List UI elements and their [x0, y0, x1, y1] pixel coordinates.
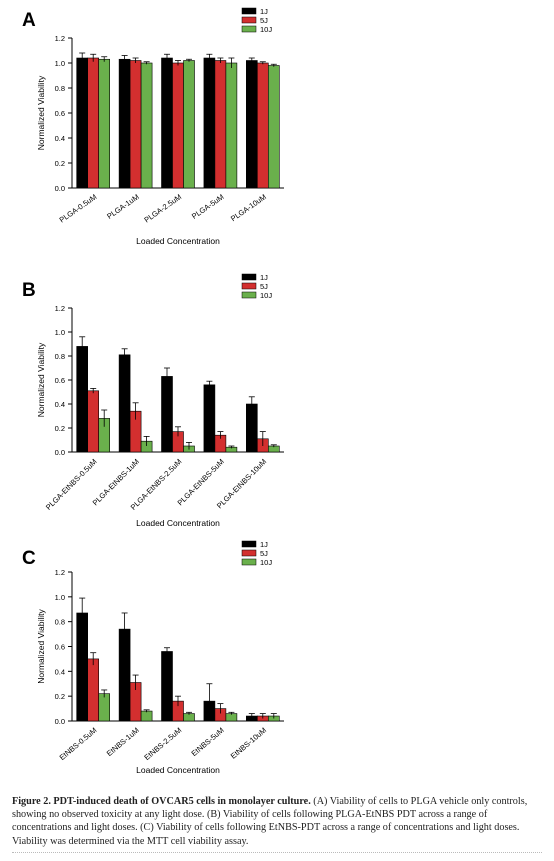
- bar-1J-5: [246, 60, 258, 189]
- bar-5J-5: [256, 62, 269, 189]
- y-tick-label: 0.4: [55, 400, 65, 409]
- bar-1J-4: [203, 57, 216, 189]
- x-tick-label: EtNBS-2.5uM: [142, 726, 183, 762]
- panel-label: B: [22, 280, 36, 301]
- chart-a: A 0.0 0.2 0.4 0.6 0.8 1.0 1.2 Normalized Viabili…: [22, 7, 284, 246]
- legend-swatch-5J: [241, 549, 257, 557]
- bar-10J-1: [98, 693, 110, 722]
- bar-5J-1: [87, 658, 99, 722]
- chart-b: B 0.0 0.2 0.4 0.6 0.8 1.0 1.2 Normalized Viabili…: [22, 273, 284, 528]
- legend-swatch-1J: [241, 540, 257, 548]
- bar-1J-5: [246, 403, 258, 453]
- x-tick-label: EtNBS-0.5uM: [58, 726, 99, 762]
- bar-10J-2: [140, 710, 153, 722]
- bar-1J-2: [118, 354, 131, 453]
- legend-swatch-10J: [241, 558, 257, 566]
- bar-10J-3: [183, 60, 195, 189]
- y-tick-label: 0.2: [55, 424, 65, 433]
- legend-swatch-10J: [241, 291, 257, 299]
- caption-body: (A) Viability of cells to PLGA vehicle o…: [12, 796, 528, 847]
- y-tick-label: 0.8: [55, 618, 65, 627]
- y-tick-label: 0.2: [55, 159, 65, 168]
- legend-label-1J: 1J: [260, 273, 268, 282]
- bar-10J-2: [140, 62, 153, 189]
- x-tick-label: EtNBS-5uM: [190, 726, 226, 758]
- bar-1J-3: [161, 57, 173, 189]
- y-tick-label: 1.2: [55, 304, 65, 313]
- x-tick-label: PLGA-5uM: [190, 192, 226, 221]
- y-tick-label: 1.0: [55, 328, 65, 337]
- bar-1J-4: [203, 384, 216, 453]
- legend-label-5J: 5J: [260, 16, 268, 25]
- legend-swatch-1J: [241, 7, 257, 15]
- panel-a: A 0.0 0.2 0.4 0.6 0.8 1.0 1.2 Normalized Viabili…: [0, 0, 554, 262]
- bar-5J-3: [172, 62, 184, 189]
- y-tick-label: 0.0: [55, 184, 65, 193]
- legend-label-10J: 10J: [260, 558, 272, 567]
- y-tick-label: 0.0: [55, 717, 65, 726]
- y-tick-label: 0.0: [55, 448, 65, 457]
- bar-5J-4: [214, 60, 227, 189]
- bar-5J-1: [87, 57, 99, 189]
- bar-10J-5: [267, 65, 280, 189]
- bar-1J-3: [161, 376, 173, 453]
- bar-10J-1: [98, 58, 110, 189]
- bar-1J-1: [76, 346, 88, 453]
- panel-b: B 0.0 0.2 0.4 0.6 0.8 1.0 1.2 Normalized Viabili…: [0, 262, 554, 534]
- bar-1J-1: [76, 57, 88, 189]
- x-axis-label: Loaded Concentration: [136, 518, 220, 528]
- y-tick-label: 0.8: [55, 84, 65, 93]
- legend-label-5J: 5J: [260, 282, 268, 291]
- legend-label-10J: 10J: [260, 291, 272, 300]
- legend-swatch-5J: [241, 16, 257, 24]
- y-tick-label: 0.8: [55, 352, 65, 361]
- panel-label: A: [22, 10, 36, 31]
- y-tick-label: 0.6: [55, 643, 65, 652]
- legend-label-10J: 10J: [260, 25, 272, 34]
- x-tick-label: EtNBS-1uM: [105, 726, 141, 758]
- bar-1J-3: [161, 651, 173, 722]
- y-tick-label: 0.2: [55, 692, 65, 701]
- panel-label: C: [22, 548, 36, 569]
- y-tick-label: 0.4: [55, 667, 65, 676]
- y-tick-label: 0.6: [55, 109, 65, 118]
- y-tick-label: 1.0: [55, 593, 65, 602]
- bar-10J-4: [225, 62, 238, 189]
- y-tick-label: 1.2: [55, 568, 65, 577]
- x-tick-label: PLGA-1uM: [105, 192, 141, 221]
- x-axis-label: Loaded Concentration: [136, 236, 220, 246]
- y-tick-label: 1.0: [55, 59, 65, 68]
- legend-swatch-5J: [241, 282, 257, 290]
- y-tick-label: 1.2: [55, 34, 65, 43]
- y-axis-label: Normalized Viability: [36, 75, 46, 150]
- y-axis-label: Normalized Viability: [36, 342, 46, 417]
- x-tick-label: PLGA-2.5uM: [142, 192, 183, 224]
- legend-label-1J: 1J: [260, 7, 268, 16]
- legend-label-5J: 5J: [260, 549, 268, 558]
- bar-5J-2: [129, 60, 142, 189]
- x-axis-label: Loaded Concentration: [136, 765, 220, 775]
- x-tick-label: PLGA-10uM: [229, 192, 268, 223]
- y-axis-label: Normalized Viability: [36, 609, 46, 684]
- legend-swatch-1J: [241, 273, 257, 281]
- legend-label-1J: 1J: [260, 540, 268, 549]
- caption-divider: [12, 852, 542, 853]
- bar-5J-1: [87, 390, 99, 453]
- legend-swatch-10J: [241, 25, 257, 33]
- bar-1J-1: [76, 612, 88, 722]
- x-tick-label: EtNBS-10uM: [229, 726, 268, 761]
- panel-c: C 0.0 0.2 0.4 0.6 0.8 1.0 1.2 Normalized Viabili…: [0, 534, 554, 786]
- chart-c: C 0.0 0.2 0.4 0.6 0.8 1.0 1.2 Normalized Viabili…: [22, 540, 284, 775]
- y-tick-label: 0.4: [55, 134, 65, 143]
- figure-caption: Figure 2. PDT-induced death of OVCAR5 ce…: [12, 795, 542, 848]
- x-tick-label: PLGA-0.5uM: [58, 192, 99, 224]
- bar-1J-2: [118, 58, 131, 189]
- x-tick-label: PLGA-EtNBS-0.5uM: [44, 457, 99, 512]
- caption-title: Figure 2. PDT-induced death of OVCAR5 ce…: [12, 796, 311, 807]
- y-tick-label: 0.6: [55, 376, 65, 385]
